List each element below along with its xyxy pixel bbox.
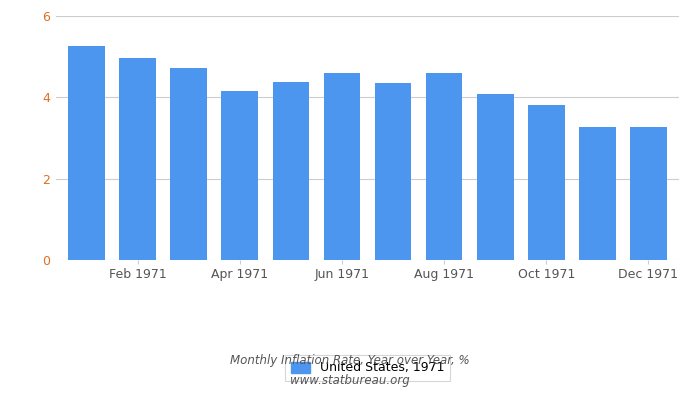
Bar bbox=[272, 82, 309, 260]
Legend: United States, 1971: United States, 1971 bbox=[285, 355, 450, 381]
Bar bbox=[579, 128, 616, 260]
Bar bbox=[170, 68, 207, 260]
Bar bbox=[528, 105, 565, 260]
Bar bbox=[221, 91, 258, 260]
Bar bbox=[630, 127, 666, 260]
Bar bbox=[119, 58, 156, 260]
Text: Monthly Inflation Rate, Year over Year, %: Monthly Inflation Rate, Year over Year, … bbox=[230, 354, 470, 367]
Bar bbox=[69, 46, 105, 260]
Bar bbox=[323, 72, 360, 260]
Bar bbox=[374, 83, 412, 260]
Text: www.statbureau.org: www.statbureau.org bbox=[290, 374, 410, 387]
Bar bbox=[426, 72, 463, 260]
Bar bbox=[477, 94, 514, 260]
